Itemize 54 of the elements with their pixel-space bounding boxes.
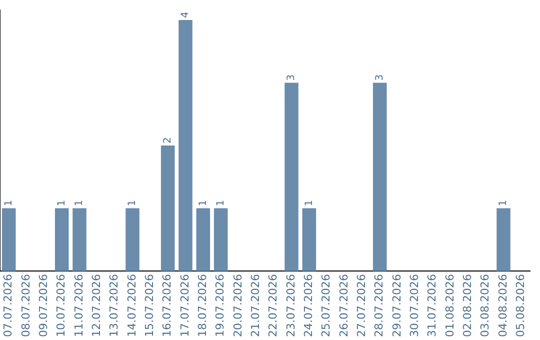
x-tick-label: 22.07.2026 [266,274,280,338]
x-tick-label: 26.07.2026 [337,274,350,338]
x-tick-label: 07.07.2026 [2,274,15,338]
x-tick-label: 03.08.2026 [478,274,492,338]
bar [54,208,69,272]
bar [72,208,86,272]
x-tick-label: 01.08.2026 [443,274,456,338]
data-label: 3 [374,74,386,81]
x-tick-label: 16.07.2026 [160,274,174,338]
x-tick-label: 08.07.2026 [19,274,32,338]
x-tick-label: 11.07.2026 [72,274,86,338]
x-tick-label: 19.07.2026 [214,274,227,338]
bar [214,208,228,272]
x-tick-label: 31.07.2026 [426,274,439,338]
x-tick-label: 09.07.2026 [37,274,50,338]
bar [178,20,192,272]
x-tick-label: 23.07.2026 [284,274,298,338]
bar [126,208,140,272]
x-tick-label: 30.07.2026 [408,274,422,338]
data-label: 1 [56,200,68,206]
data-label: 1 [74,200,86,206]
x-tick-label: 24.07.2026 [302,274,316,338]
bar [160,146,175,272]
data-label: 1 [3,200,14,206]
bar [496,208,510,272]
bar [2,208,16,272]
x-tick-label: 04.08.2026 [496,274,510,338]
data-label: 1 [198,200,209,206]
x-tick-label: 05.08.2026 [514,274,528,338]
x-tick-label: 13.07.2026 [108,274,121,338]
x-tick-label: 25.07.2026 [320,274,333,338]
data-label: 2 [162,137,174,144]
data-label: 1 [127,200,138,206]
x-tick-label: 29.07.2026 [390,274,404,338]
data-label: 1 [304,200,315,206]
bar [284,82,298,272]
x-tick-label: 20.07.2026 [231,274,244,338]
x-tick-label: 14.07.2026 [125,274,138,338]
bar [196,208,210,272]
x-tick-label: 10.07.2026 [54,274,68,338]
data-label: 1 [215,200,226,206]
x-tick-label: 12.07.2026 [90,274,104,338]
x-tick-label: 17.07.2026 [178,274,192,338]
x-tick-label: 28.07.2026 [372,274,386,338]
data-label: 1 [498,200,510,206]
x-tick-label: 02.08.2026 [461,274,474,338]
x-tick-label: 21.07.2026 [249,274,262,338]
x-tick-label: 15.07.2026 [143,274,156,338]
data-label: 4 [180,12,192,18]
bar [302,208,316,272]
bar [372,82,387,272]
x-tick-label: 18.07.2026 [196,274,210,338]
data-label: 3 [286,74,298,81]
x-tick-label: 27.07.2026 [355,274,368,338]
